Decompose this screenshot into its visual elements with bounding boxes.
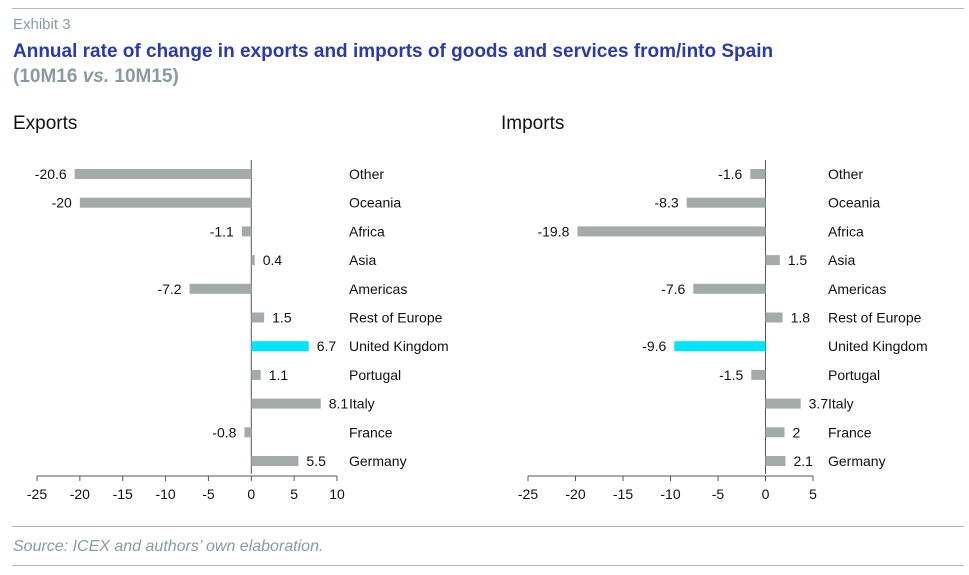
chart-title: Annual rate of change in exports and imp… [13, 41, 774, 62]
imports-bar-3 [765, 255, 780, 266]
exports-category-label-8: Italy [349, 396, 375, 412]
imports-x-tick-label-0: -25 [518, 486, 538, 502]
chart-subtitle: (10M16 vs. 10M15) [13, 66, 179, 88]
exports-bar-10 [251, 456, 299, 466]
imports-category-label-0: Other [828, 166, 863, 182]
imports-bar-0 [750, 169, 766, 179]
exports-bar-2 [241, 226, 252, 237]
exports-x-tick-label-7: 10 [329, 486, 345, 502]
imports-category-label-2: Africa [828, 223, 864, 239]
imports-category-label-8: Italy [828, 396, 854, 412]
exports-bar-7 [251, 369, 261, 380]
imports-value-label-3: 1.5 [788, 252, 808, 268]
imports-bar-2 [577, 226, 766, 237]
exports-value-label-7: 1.1 [269, 367, 289, 383]
exports-value-label-3: 0.4 [263, 252, 283, 268]
exhibit-label: Exhibit 3 [13, 16, 71, 33]
bottom-rule [12, 526, 964, 527]
exports-x-tick-label-3: -10 [155, 486, 175, 502]
exports-bar-3 [251, 255, 255, 266]
exports-value-label-4: -7.2 [157, 281, 181, 297]
exports-bar-0 [74, 169, 252, 179]
imports-category-label-5: Rest of Europe [828, 310, 922, 326]
exports-x-tick-label-2: -15 [113, 486, 133, 502]
imports-bar-8 [765, 398, 801, 409]
exports-bar-6 [251, 341, 309, 352]
imports-bar-9 [765, 427, 785, 438]
imports-value-label-1: -8.3 [655, 195, 679, 211]
imports-bar-4 [693, 283, 766, 294]
exports-value-label-9: -0.8 [212, 424, 236, 440]
exports-x-tick-label-6: 5 [290, 486, 298, 502]
exports-bar-8 [251, 398, 321, 409]
top-rule [12, 8, 964, 9]
exports-category-label-10: Germany [349, 453, 407, 469]
imports-panel-title: Imports [501, 113, 565, 134]
subtitle-em: vs. [82, 66, 110, 87]
subtitle-part: (10M16 [13, 66, 83, 87]
exports-x-tick-label-1: -20 [70, 486, 90, 502]
imports-value-label-10: 2.1 [793, 453, 813, 469]
subtitle-part: 10M15) [109, 66, 179, 87]
imports-value-label-8: 3.7 [809, 396, 829, 412]
exports-value-label-10: 5.5 [306, 453, 326, 469]
exports-category-label-9: France [349, 424, 393, 440]
exports-category-label-1: Oceania [349, 195, 401, 211]
imports-category-label-4: Americas [828, 281, 886, 297]
imports-x-tick-label-6: 5 [809, 486, 817, 502]
imports-bar-5 [765, 312, 783, 323]
exports-bar-4 [189, 283, 252, 294]
exports-x-tick-label-0: -25 [27, 486, 47, 502]
imports-category-label-10: Germany [828, 453, 886, 469]
exports-x-tick-label-4: -5 [202, 486, 215, 502]
imports-x-tick-label-5: 0 [762, 486, 770, 502]
exports-category-label-6: United Kingdom [349, 338, 449, 354]
imports-value-label-0: -1.6 [718, 166, 742, 182]
imports-category-label-9: France [828, 424, 872, 440]
imports-category-label-7: Portugal [828, 367, 880, 383]
exports-x-tick-label-5: 0 [247, 486, 255, 502]
imports-category-label-6: United Kingdom [828, 338, 928, 354]
exports-value-label-6: 6.7 [317, 338, 337, 354]
exports-category-label-7: Portugal [349, 367, 401, 383]
exports-category-label-3: Asia [349, 252, 376, 268]
exports-value-label-8: 8.1 [329, 396, 349, 412]
imports-value-label-7: -1.5 [719, 367, 743, 383]
imports-value-label-6: -9.6 [642, 338, 666, 354]
exports-value-label-2: -1.1 [210, 223, 234, 239]
exports-category-label-5: Rest of Europe [349, 310, 443, 326]
exports-panel-title: Exports [13, 113, 78, 134]
exports-value-label-5: 1.5 [272, 310, 292, 326]
imports-category-label-3: Asia [828, 252, 855, 268]
imports-x-tick-label-4: -5 [712, 486, 725, 502]
imports-x-tick-label-2: -15 [613, 486, 633, 502]
source-note: Source: ICEX and authors’ own elaboratio… [13, 538, 324, 555]
imports-value-label-9: 2 [793, 424, 801, 440]
imports-x-tick-label-1: -20 [565, 486, 585, 502]
exports-value-label-1: -20 [52, 195, 72, 211]
exports-bar-5 [251, 312, 265, 323]
exports-category-label-0: Other [349, 166, 384, 182]
imports-bar-10 [765, 456, 786, 466]
imports-bar-6 [674, 341, 766, 352]
exports-bar-1 [79, 197, 252, 208]
imports-value-label-4: -7.6 [661, 281, 685, 297]
exports-category-label-2: Africa [349, 223, 385, 239]
exports-bar-9 [244, 427, 252, 438]
imports-x-tick-label-3: -10 [660, 486, 680, 502]
footer-rule [12, 565, 964, 566]
imports-bar-1 [686, 197, 766, 208]
imports-category-label-1: Oceania [828, 195, 880, 211]
exports-category-label-4: Americas [349, 281, 407, 297]
imports-bar-7 [751, 369, 766, 380]
exports-value-label-0: -20.6 [35, 166, 67, 182]
imports-value-label-5: 1.8 [791, 310, 811, 326]
imports-value-label-2: -19.8 [537, 223, 569, 239]
